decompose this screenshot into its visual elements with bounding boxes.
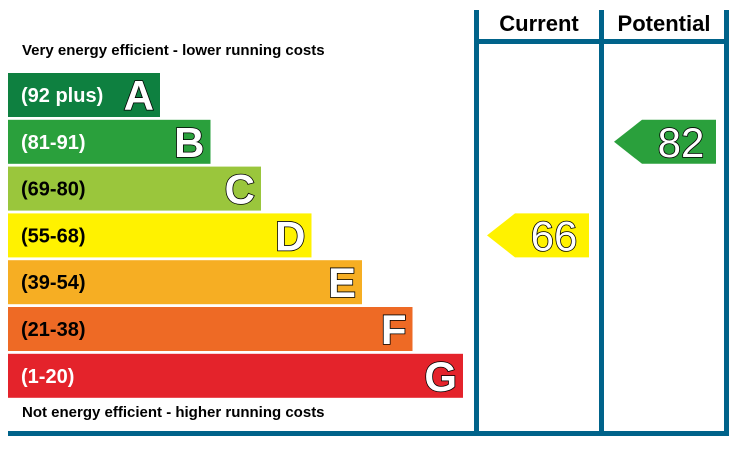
band-a-letter: A <box>124 72 154 119</box>
current-column-header: Current <box>499 11 579 36</box>
band-f-range: (21-38) <box>21 319 85 341</box>
inefficient-caption: Not energy efficient - higher running co… <box>22 404 325 421</box>
band-e-letter: E <box>328 259 356 306</box>
band-d-bar <box>8 213 312 258</box>
potential-column-header: Potential <box>617 11 711 36</box>
band-f-letter: F <box>381 306 407 353</box>
potential-rating-value: 82 <box>658 119 705 166</box>
band-c-bar <box>8 166 261 211</box>
band-a-bar <box>8 73 160 117</box>
band-b-bar <box>8 119 211 164</box>
band-b-letter: B <box>174 119 204 166</box>
band-d-range: (55-68) <box>21 225 85 247</box>
current-rating-arrow <box>487 213 589 258</box>
potential-rating-arrow <box>614 119 716 164</box>
current-rating-value: 66 <box>531 212 578 259</box>
band-c-letter: C <box>225 166 255 213</box>
band-e-bar <box>8 260 362 305</box>
band-e-range: (39-54) <box>21 272 85 294</box>
band-c-range: (69-80) <box>21 179 85 201</box>
band-g-bar <box>8 353 463 398</box>
band-d-letter: D <box>275 212 305 259</box>
band-b-range: (81-91) <box>21 132 85 154</box>
efficient-caption: Very energy efficient - lower running co… <box>22 42 325 59</box>
band-g-range: (1-20) <box>21 366 74 388</box>
band-a-range: (92 plus) <box>21 85 103 107</box>
band-g-letter: G <box>424 353 457 400</box>
band-f-bar <box>8 307 413 351</box>
